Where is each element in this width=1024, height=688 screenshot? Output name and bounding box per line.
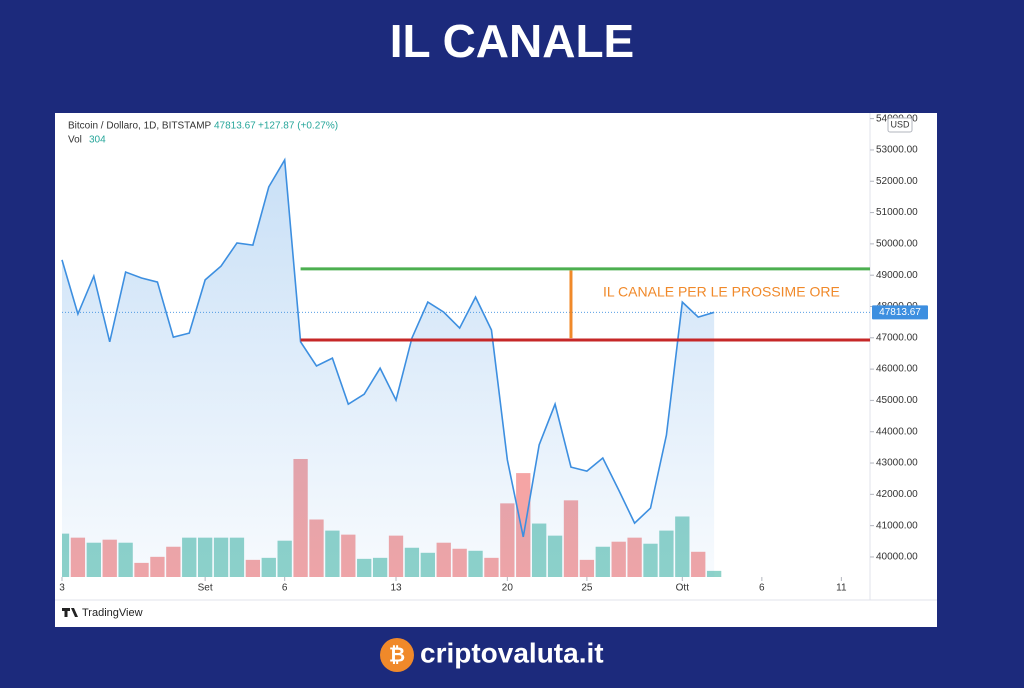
x-tick-label: 6 <box>282 583 288 594</box>
brand-logo-glyph: ₿ <box>389 644 405 666</box>
x-tick-label: 11 <box>836 583 847 594</box>
y-tick-label: 40000.00 <box>876 552 918 563</box>
currency-badge <box>887 117 913 133</box>
x-tick-label: 20 <box>502 583 514 594</box>
volume-label: Vol <box>68 135 82 146</box>
brand: criptovaluta.it <box>420 637 604 668</box>
y-tick-label: 46000.00 <box>876 364 918 375</box>
last-price-tag <box>872 305 928 320</box>
page-title: IL CANALE <box>390 15 635 67</box>
y-tick-label: 51000.00 <box>876 207 918 218</box>
symbol: Bitcoin / Dollaro, 1D, BITSTAMP <box>68 121 212 132</box>
y-tick-label: 42000.00 <box>876 489 918 500</box>
brand-logo <box>380 638 414 672</box>
x-tick-label: Set <box>198 583 213 594</box>
tv-logo <box>62 608 78 617</box>
price-area <box>62 159 715 577</box>
watermark-text: TradingView <box>82 607 143 619</box>
y-tick-label: 41000.00 <box>876 520 918 531</box>
x-tick-label: Ott <box>676 583 690 594</box>
y-tick-label: 53000.00 <box>876 145 918 156</box>
y-tick-label: 50000.00 <box>876 239 918 250</box>
price-change: +127.87 (+0.27%) <box>258 121 338 132</box>
y-tick-label: 45000.00 <box>876 395 918 406</box>
watermark: TradingView <box>62 607 143 619</box>
price-line <box>61 157 715 538</box>
annotation: IL CANALE PER LE PROSSIME ORE <box>603 284 840 300</box>
plot: 40000.00 41000.00 42000.00 43000.00 44000.00… <box>55 113 937 601</box>
x-tick-label: 25 <box>581 583 593 594</box>
x-tick-label: 6 <box>759 583 765 594</box>
y-tick-label: 43000.00 <box>876 458 918 469</box>
x-tick-label: 13 <box>390 583 402 594</box>
currency-label: USD <box>890 119 910 129</box>
y-tick-label: 49000.00 <box>876 270 918 281</box>
y-tick-label: 52000.00 <box>876 176 918 187</box>
last-price-tag-label: 47813.67 <box>879 307 921 318</box>
volume-value: 304 <box>89 135 106 146</box>
y-tick-label: 47000.00 <box>876 332 918 343</box>
y-tick-label: 44000.00 <box>876 426 918 437</box>
x-tick-label: 3 <box>59 583 65 594</box>
last-price: 47813.67 <box>214 121 256 132</box>
